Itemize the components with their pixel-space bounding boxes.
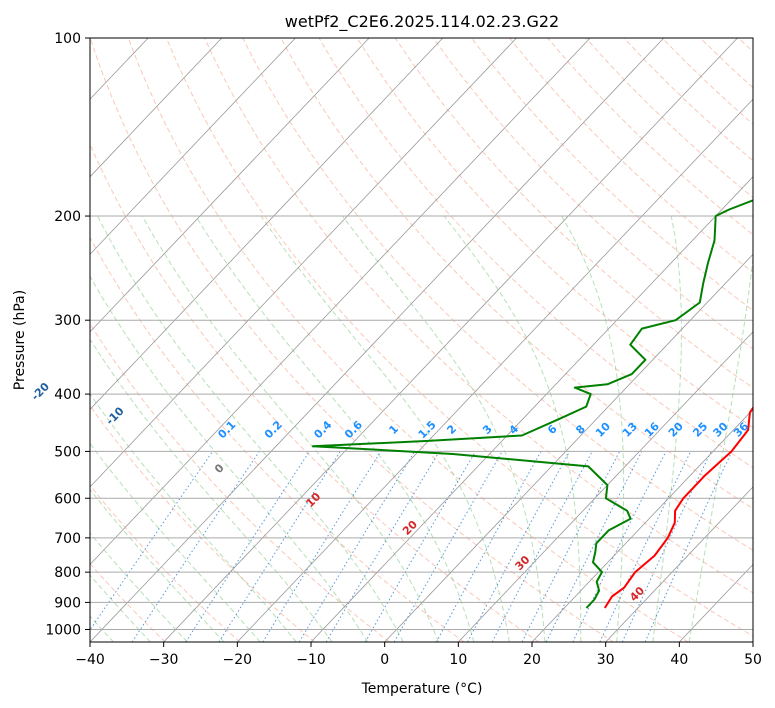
- x-tick-label: −10: [296, 652, 326, 668]
- x-tick-label: 50: [744, 652, 762, 668]
- y-axis-label: Pressure (hPa): [12, 290, 28, 390]
- dry-adiabat-line: [90, 142, 540, 642]
- isotherm-line: [90, 38, 296, 255]
- dry-adiabat-line: [90, 322, 390, 642]
- moist-adiabat-line: [90, 393, 297, 642]
- isotherm-line: [90, 38, 223, 178]
- isotherm-line: [163, 38, 738, 642]
- mixing-ratio-line: [393, 451, 503, 642]
- profile-line-1: [603, 406, 753, 609]
- x-tick-label: −30: [149, 652, 179, 668]
- moist-adiabat-line: [195, 215, 475, 642]
- dry-adiabat-line: [280, 38, 753, 510]
- moist-adiabat-line: [342, 215, 546, 642]
- moist-adiabat-line: [90, 488, 225, 642]
- moist-adiabat-line: [688, 253, 753, 642]
- y-tick-label: 700: [54, 531, 81, 547]
- x-tick-label: 20: [523, 652, 541, 668]
- profiles: [311, 199, 753, 609]
- dry-adiabat-line: [204, 38, 753, 594]
- dry-adiabat-line: [242, 38, 753, 551]
- moist-adiabat-line: [90, 574, 151, 642]
- plot-frame: [89, 37, 754, 643]
- chart-title: wetPf2_C2E6.2025.114.02.23.G22: [285, 12, 559, 32]
- moist-adiabat-line: [561, 215, 625, 642]
- isotherm-line: [90, 38, 444, 410]
- mixing-ratio-line: [545, 451, 643, 642]
- y-tick-label: 200: [54, 209, 81, 225]
- x-tick-label: −40: [75, 652, 105, 668]
- dry-adiabat-line: [90, 562, 166, 642]
- y-tick-label: 600: [54, 491, 81, 507]
- isotherm-line: [384, 253, 753, 642]
- moist-adiabat-line: [260, 215, 510, 642]
- grid-lines: [90, 38, 753, 642]
- isotherm-line: [90, 38, 370, 333]
- y-tick-label: 400: [54, 387, 81, 403]
- dry-adiabat-line: [127, 38, 689, 642]
- isotherm-line: [90, 38, 591, 566]
- dry-adiabat-line: [471, 38, 753, 311]
- x-tick-label: −20: [223, 652, 253, 668]
- x-tick-label: 10: [449, 652, 467, 668]
- mixing-ratio-line: [298, 451, 416, 642]
- mixing-ratio-line: [90, 451, 214, 631]
- dry-adiabat-line: [90, 236, 465, 642]
- moist-adiabat-line: [90, 338, 333, 642]
- dry-adiabat-line: [90, 404, 316, 642]
- mixing-ratio-line: [467, 451, 571, 642]
- x-tick-label: 30: [597, 652, 615, 668]
- mixing-ratio-line: [185, 451, 310, 642]
- moist-adiabat-line: [90, 275, 369, 642]
- y-tick-label: 800: [54, 565, 81, 581]
- dry-adiabat-line: [165, 38, 753, 637]
- y-tick-label: 500: [54, 444, 81, 460]
- isotherm-line: [531, 408, 753, 642]
- dry-adiabat-line: [90, 38, 614, 642]
- mixing-ratio-line: [521, 451, 621, 642]
- profile-line-2: [311, 199, 753, 609]
- mixing-ratio-line: [435, 451, 542, 642]
- moist-adiabat-line: [652, 215, 682, 642]
- background-lines: [90, 38, 753, 642]
- y-tick-label: 1000: [45, 622, 81, 638]
- isotherm-line: [458, 331, 753, 642]
- moist-adiabat-line: [97, 215, 404, 642]
- isotherm-line: [90, 38, 517, 488]
- x-tick-label: 40: [670, 652, 688, 668]
- isotherm-line: [90, 38, 665, 642]
- x-tick-label: 0: [380, 652, 389, 668]
- dry-adiabat-line: [318, 38, 753, 469]
- y-tick-label: 100: [54, 31, 81, 47]
- x-axis-label: Temperature (°C): [361, 681, 483, 697]
- y-tick-label: 300: [54, 313, 81, 329]
- y-tick-label: 900: [54, 595, 81, 611]
- isotherm-line: [605, 486, 753, 642]
- isotherm-line: [310, 176, 753, 642]
- moist-adiabat-line: [141, 215, 439, 642]
- mixing-ratio-line: [262, 451, 382, 642]
- isotherm-line: [237, 98, 753, 642]
- axes: −40 −30 −20 −10 0 10 20 30 40 50 100 200 300 400 500 60…: [45, 31, 762, 668]
- moist-adiabat-line: [90, 442, 261, 642]
- dry-adiabat-line: [394, 38, 753, 389]
- moist-adiabat-line: [90, 532, 188, 642]
- mixing-ratio-line: [218, 451, 341, 642]
